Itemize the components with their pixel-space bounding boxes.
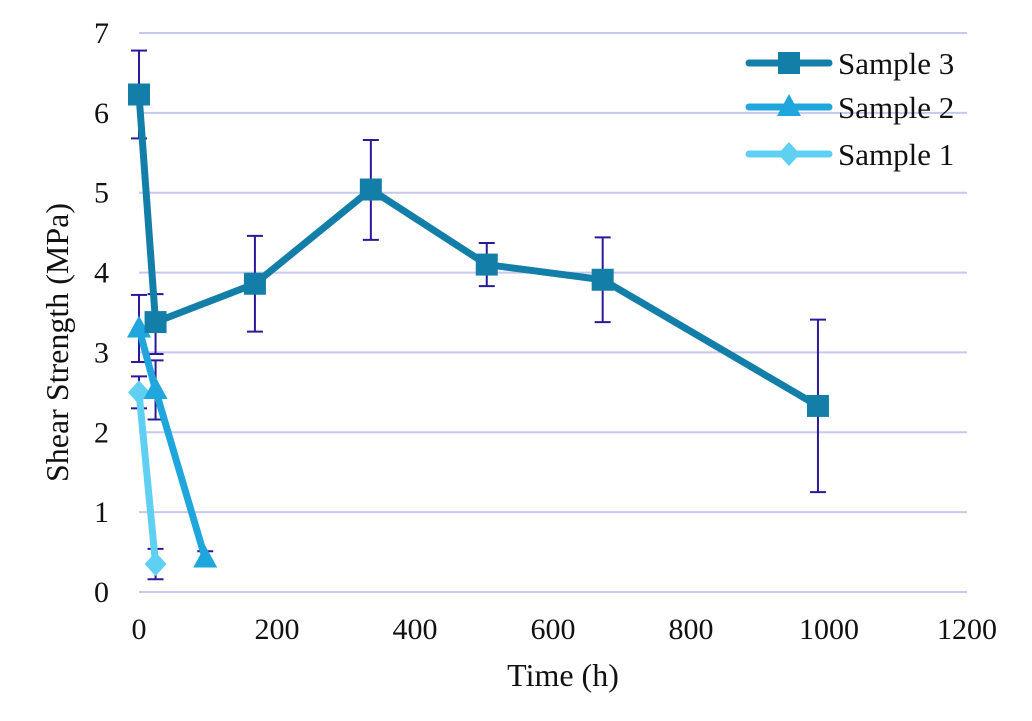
sample-3-point-6 xyxy=(806,394,829,417)
legend-marker-sample-3 xyxy=(778,52,800,74)
sample-2-point-2 xyxy=(193,545,218,568)
error-bars xyxy=(131,49,826,581)
legend-marker-sample-1 xyxy=(778,142,800,166)
x-tick-label-1200: 1200 xyxy=(937,613,997,646)
sample-1-point-1 xyxy=(144,552,167,577)
sample-3-point-1 xyxy=(144,311,167,334)
sample-3-line xyxy=(135,90,822,410)
gridlines xyxy=(139,32,967,514)
x-tick-label-200: 200 xyxy=(255,613,300,646)
sample-3-point-0 xyxy=(128,83,150,106)
sample-3-point-5 xyxy=(591,268,614,291)
x-tick-label-1000: 1000 xyxy=(799,613,859,646)
y-tick-label-1: 1 xyxy=(94,496,109,529)
y-tick-label-3: 3 xyxy=(94,336,109,369)
sample-1-point-0 xyxy=(128,380,150,405)
x-tick-label-400: 400 xyxy=(393,613,438,646)
legend-label-sample-2: Sample 2 xyxy=(838,90,954,125)
y-tick-label-7: 7 xyxy=(94,17,109,50)
y-tick-label-4: 4 xyxy=(94,257,109,290)
sample-3-point-3 xyxy=(359,178,382,201)
y-tick-label-0: 0 xyxy=(94,576,109,609)
x-axis-title: Time (h) xyxy=(507,657,619,693)
tick-labels: 0 1 2 3 4 5 6 7 0 200 400 600 800 1000 1200 xyxy=(94,17,997,646)
x-tick-label-800: 800 xyxy=(669,613,714,646)
x-tick-label-0: 0 xyxy=(132,613,147,646)
legend-label-sample-3: Sample 3 xyxy=(838,46,954,81)
y-tick-label-2: 2 xyxy=(94,416,109,449)
legend: Sample 3 Sample 2 Sample 1 xyxy=(745,46,954,172)
sample-3-point-2 xyxy=(243,272,266,295)
sample-1-line xyxy=(135,388,160,568)
y-axis-title: Shear Strength (MPa) xyxy=(39,203,75,482)
y-tick-label-5: 5 xyxy=(94,177,109,210)
legend-marker-sample-2 xyxy=(777,94,801,116)
data-series xyxy=(127,83,829,577)
x-tick-label-600: 600 xyxy=(531,613,576,646)
sample-2-point-1 xyxy=(143,376,168,399)
sample-3-point-4 xyxy=(475,253,498,276)
y-tick-label-6: 6 xyxy=(94,97,109,130)
legend-label-sample-1: Sample 1 xyxy=(838,137,954,172)
